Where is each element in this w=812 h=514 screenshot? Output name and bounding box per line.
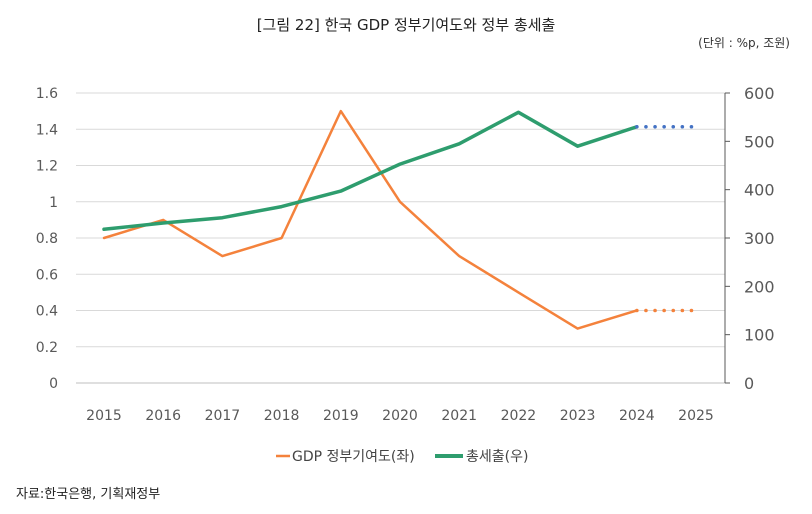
right-tick-label: 100 — [744, 326, 775, 345]
series-line-2 — [102, 110, 639, 232]
x-tick-label: 2015 — [86, 408, 122, 424]
x-tick-label: 2019 — [323, 408, 359, 424]
gridlines — [76, 92, 725, 384]
right-tick-label: 600 — [744, 84, 775, 103]
legend-label: 총세출(우) — [466, 449, 528, 465]
x-axis-ticks: 2015 2016 2017 2018 2019 2020 2021 2022 2023 2024… — [86, 408, 714, 424]
x-tick-label: 2020 — [382, 408, 418, 424]
left-tick-label: 0.2 — [36, 340, 58, 356]
right-tick-label: 500 — [744, 132, 775, 151]
left-tick-label: 1.2 — [36, 159, 58, 175]
series-lines — [102, 109, 698, 330]
x-tick-label: 2022 — [501, 408, 537, 424]
x-tick-label: 2018 — [264, 408, 300, 424]
x-tick-label: 2023 — [560, 408, 596, 424]
right-tick-label: 400 — [744, 181, 775, 200]
x-tick-label: 2024 — [619, 408, 655, 424]
source-note: 자료:한국은행, 기획재정부 — [16, 487, 161, 502]
x-tick-label: 2025 — [678, 408, 714, 424]
left-tick-label: 0.4 — [36, 304, 58, 320]
left-tick-label: 0.6 — [36, 267, 58, 283]
left-tick-label: 1.4 — [36, 122, 58, 138]
legend: GDP 정부기여도(좌) 총세출(우) — [276, 449, 528, 465]
right-tick-label: 0 — [744, 374, 754, 393]
right-axis-ticks: 0 100 200 300 400 500 600 — [724, 84, 775, 393]
unit-note: (단위 : %p, 조원) — [698, 36, 790, 50]
chart-title: [그림 22] 한국 GDP 정부기여도와 정부 총세출 — [256, 16, 556, 34]
left-tick-label: 1.6 — [36, 86, 58, 102]
left-tick-label: 0 — [49, 376, 58, 392]
left-tick-label: 1 — [49, 195, 58, 211]
right-tick-label: 300 — [744, 229, 775, 248]
x-tick-label: 2016 — [145, 408, 181, 424]
right-tick-label: 200 — [744, 277, 775, 296]
x-tick-label: 2021 — [441, 408, 477, 424]
left-axis-ticks: 0 0.2 0.4 0.6 0.8 1 1.2 1.4 1.6 — [36, 86, 58, 392]
legend-label: GDP 정부기여도(좌) — [292, 449, 415, 465]
left-tick-label: 0.8 — [36, 231, 58, 247]
series-line-1 — [102, 109, 639, 330]
x-tick-label: 2017 — [205, 408, 241, 424]
